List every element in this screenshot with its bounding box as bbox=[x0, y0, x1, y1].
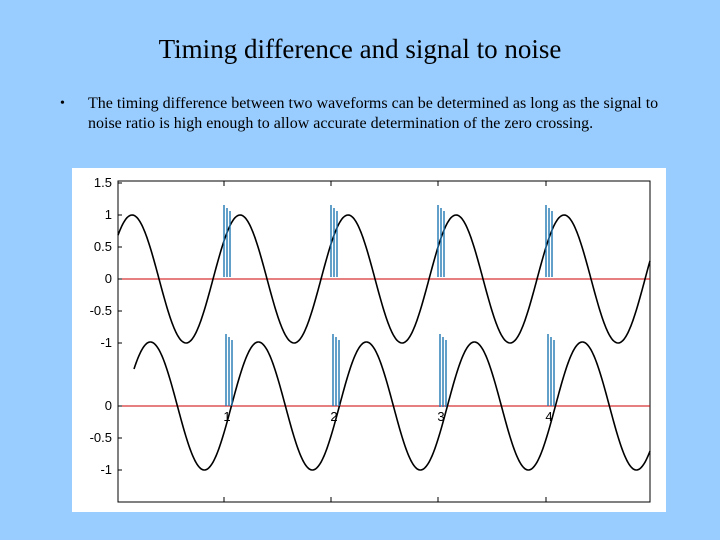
y-tick-label: -0.5 bbox=[90, 303, 112, 318]
bottom-waveform bbox=[133, 341, 651, 471]
x-tick-label: 3 bbox=[437, 409, 444, 424]
y-tick-label: -1 bbox=[100, 462, 112, 477]
x-tick-label: 1 bbox=[223, 409, 230, 424]
x-tick-label: 4 bbox=[545, 409, 552, 424]
bullet-text: The timing difference between two wavefo… bbox=[88, 95, 659, 132]
slide-title: Timing difference and signal to noise bbox=[158, 34, 562, 64]
bullet-icon: • bbox=[60, 96, 65, 111]
y-tick-label: -1 bbox=[100, 335, 112, 350]
y-tick-label: 1.5 bbox=[94, 175, 112, 190]
y-tick-label: 1 bbox=[105, 207, 112, 222]
x-tick-label: 2 bbox=[330, 409, 337, 424]
y-tick-label: 0.5 bbox=[94, 239, 112, 254]
waveform-plot: 1.5 1 0.5 0 -0.5 -1 0 -0.5 -1 1 2 3 4 bbox=[90, 175, 651, 503]
plot-frame bbox=[117, 180, 651, 503]
top-waveform bbox=[117, 214, 651, 344]
y-tick-label: 0 bbox=[105, 398, 112, 413]
y-tick-label: 0 bbox=[105, 271, 112, 286]
y-tick-label: -0.5 bbox=[90, 430, 112, 445]
waveform-figure: 1.5 1 0.5 0 -0.5 -1 0 -0.5 -1 1 2 3 4 bbox=[72, 168, 666, 512]
